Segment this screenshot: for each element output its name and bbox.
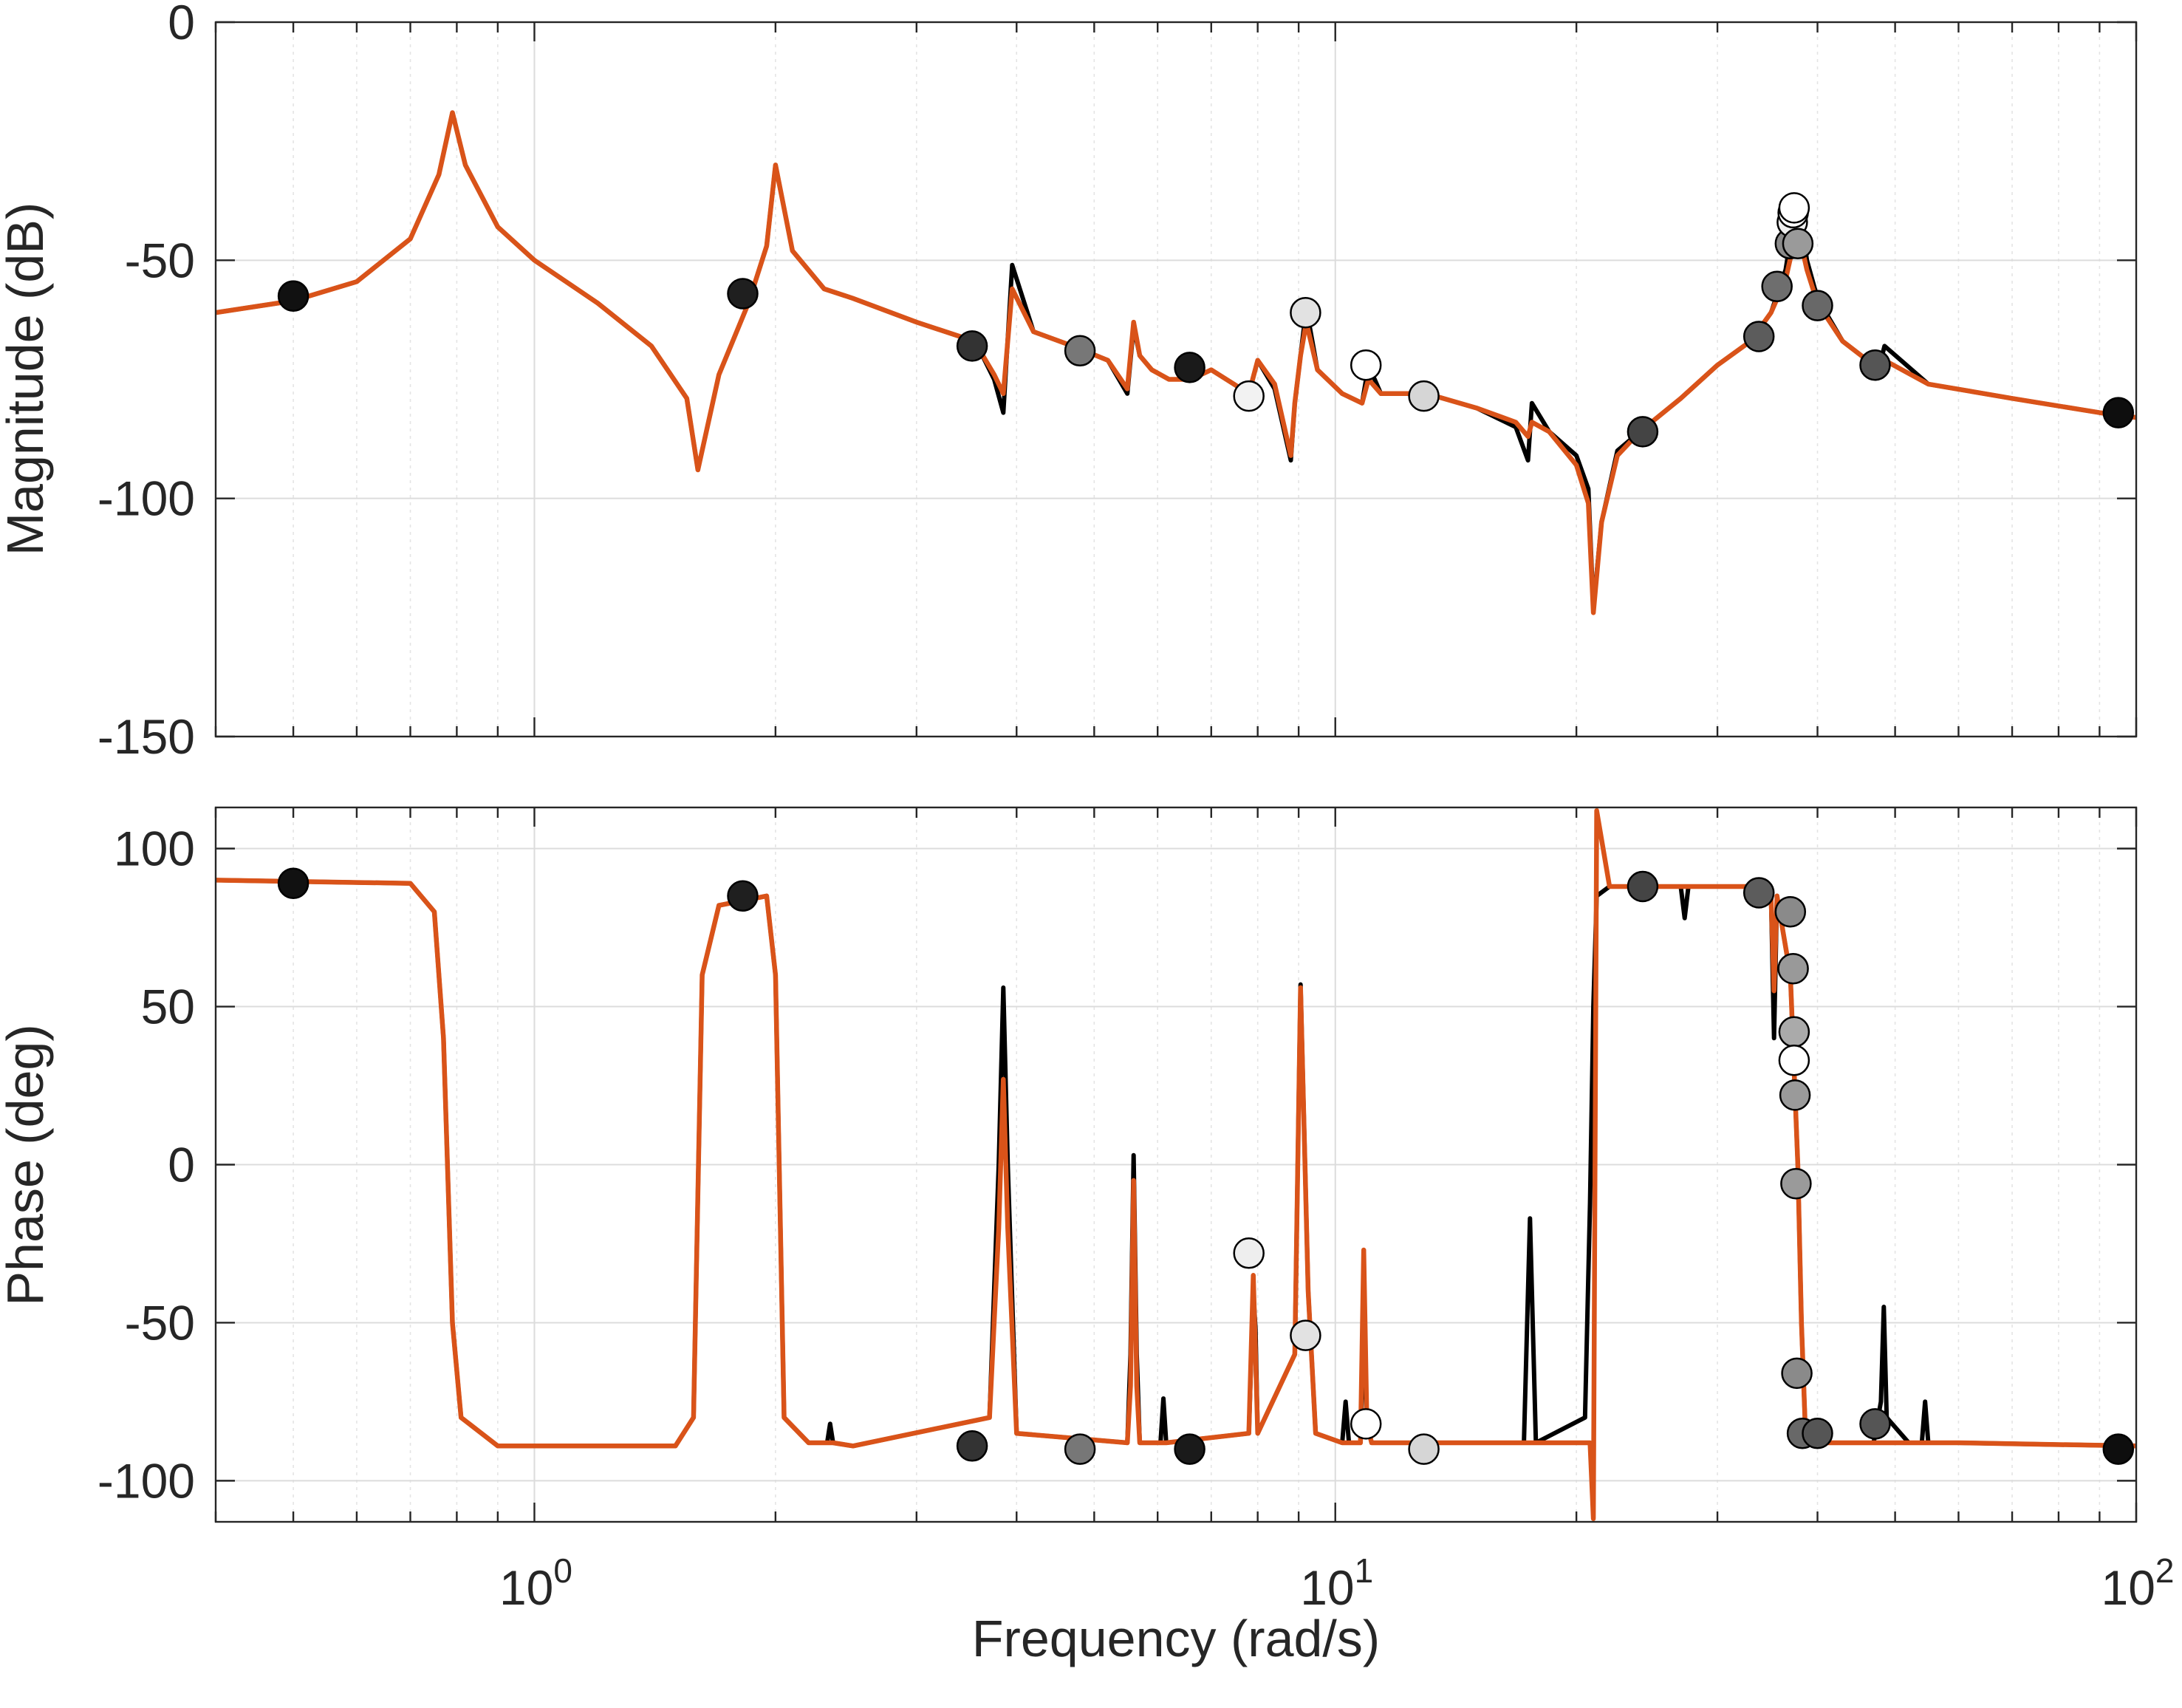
data-marker <box>1778 1045 1810 1076</box>
data-marker <box>956 1430 988 1462</box>
magnitude-axes-box <box>214 21 2138 738</box>
data-marker <box>1350 349 1382 381</box>
data-marker <box>1742 877 1775 909</box>
magnitude-ylabel: Magnitude (dB) <box>0 202 54 556</box>
y-tick-label: 50 <box>141 980 195 1034</box>
data-marker <box>1761 270 1793 303</box>
magnitude-markers <box>277 192 2135 448</box>
x-tick-label: 102 <box>2101 1551 2174 1615</box>
y-tick-label: -50 <box>125 233 195 287</box>
magnitude-ticks <box>214 21 2138 738</box>
data-marker <box>1859 349 1891 381</box>
data-marker <box>1290 296 1321 329</box>
y-tick-label: -50 <box>125 1295 195 1350</box>
data-marker <box>1408 380 1440 412</box>
data-marker <box>1233 380 1265 412</box>
phase-ticks <box>214 807 2138 1522</box>
phase-model-line <box>216 808 2136 1521</box>
data-marker <box>1627 416 1659 448</box>
data-marker <box>727 278 759 310</box>
frequency-xlabel: Frequency (rad/s) <box>972 1610 1380 1667</box>
magnitude-ytick-labels: 0 -50 -100 -150 <box>98 0 195 764</box>
data-marker <box>1350 1408 1382 1440</box>
data-marker <box>727 880 759 912</box>
data-marker <box>277 280 309 312</box>
data-marker <box>1777 952 1809 985</box>
magnitude-panel: 0 -50 -100 -150 Magnitude (dB) <box>0 0 2138 764</box>
data-marker <box>1859 1408 1891 1440</box>
x-tick-label: 101 <box>1300 1551 1373 1615</box>
data-marker <box>1802 1417 1833 1449</box>
data-marker <box>1779 1079 1811 1111</box>
data-marker <box>1778 1016 1810 1048</box>
phase-ylabel: Phase (deg) <box>0 1024 54 1305</box>
data-marker <box>1408 1433 1440 1465</box>
data-marker <box>1780 1167 1812 1200</box>
data-marker <box>1782 228 1814 260</box>
data-marker <box>956 330 988 362</box>
y-tick-label: 0 <box>168 0 195 49</box>
data-marker <box>1778 192 1810 224</box>
data-marker <box>1233 1237 1265 1269</box>
data-marker <box>1174 352 1205 383</box>
phase-measured-line <box>216 878 2136 1449</box>
x-tick-label: 100 <box>499 1551 572 1615</box>
data-marker <box>1802 290 1833 321</box>
data-marker <box>1774 895 1807 928</box>
data-marker <box>1064 1433 1096 1465</box>
y-tick-label: 100 <box>114 821 195 876</box>
y-tick-label: -100 <box>98 1453 195 1508</box>
phase-ytick-labels: 100 50 0 -50 -100 <box>98 821 195 1509</box>
data-marker <box>2102 1433 2135 1465</box>
data-marker <box>1742 321 1775 352</box>
y-tick-label: -150 <box>98 709 195 764</box>
phase-grid <box>215 807 2137 1522</box>
data-marker <box>1290 1319 1321 1351</box>
frequency-tick-labels: 100 101 102 <box>499 1551 2175 1615</box>
data-marker <box>2102 397 2135 428</box>
data-marker <box>277 867 309 899</box>
data-marker <box>1174 1433 1205 1465</box>
phase-markers <box>277 867 2135 1465</box>
magnitude-model-line <box>216 110 2136 615</box>
data-marker <box>1781 1357 1813 1390</box>
y-tick-label: -100 <box>98 471 195 526</box>
data-marker <box>1627 870 1659 903</box>
phase-panel: 100 50 0 -50 -100 100 101 102 Phase (deg) Freq… <box>0 806 2175 1667</box>
data-marker <box>1064 335 1096 367</box>
y-tick-label: 0 <box>168 1138 195 1192</box>
